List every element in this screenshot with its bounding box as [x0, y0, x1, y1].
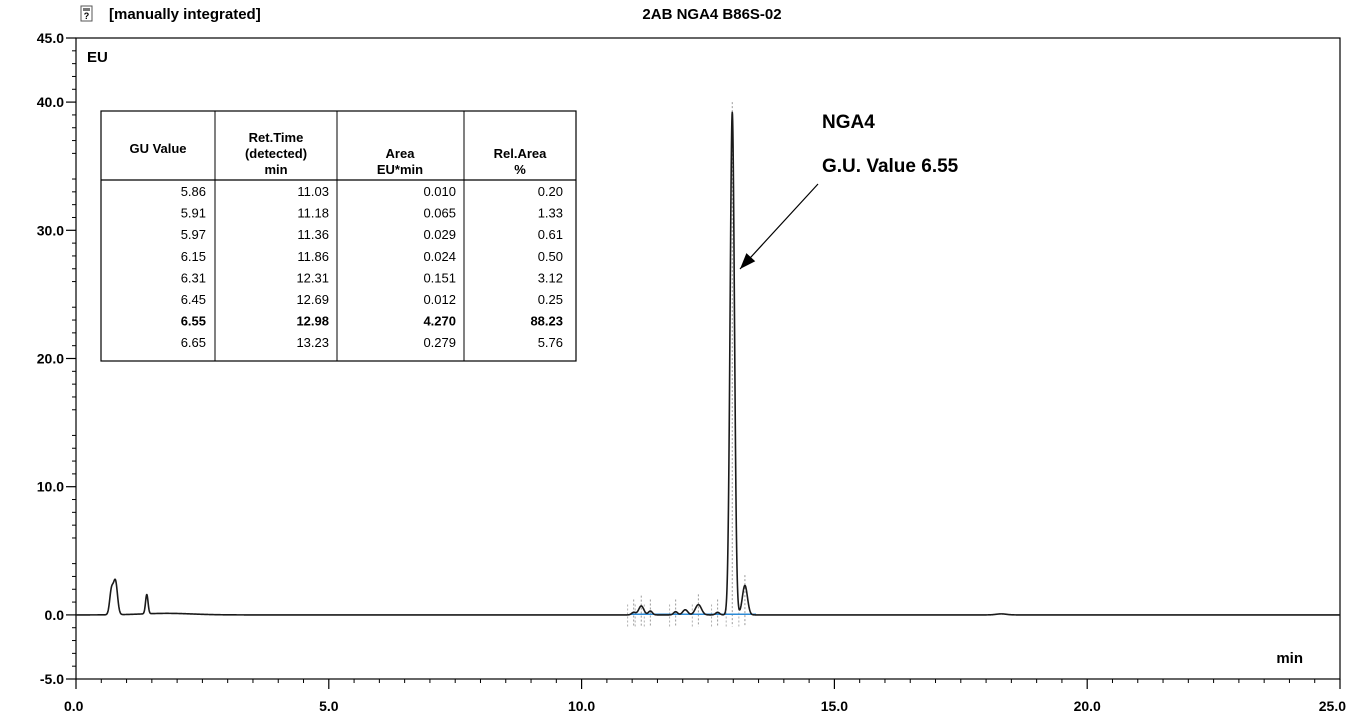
table-cell: 0.151	[423, 270, 456, 285]
table-cell: 5.97	[181, 227, 206, 242]
table-cell: 11.18	[297, 206, 329, 221]
table-cell: 0.010	[423, 184, 456, 199]
y-tick-label: 10.0	[37, 479, 64, 495]
table-cell: 0.61	[538, 227, 563, 242]
table-cell: 0.065	[423, 206, 456, 221]
x-tick-label: 20.0	[1074, 698, 1101, 714]
table-cell: 0.50	[538, 249, 563, 264]
table-cell: 13.23	[296, 335, 329, 350]
table-cell: 3.12	[538, 270, 563, 285]
table-header-area-line2: EU*min	[377, 162, 423, 177]
table-cell: 0.279	[423, 335, 456, 350]
annotation-arrow	[739, 183, 819, 270]
y-tick-label: 20.0	[37, 351, 64, 367]
table-cell: 12.69	[296, 292, 329, 307]
table-cell: 11.86	[297, 249, 329, 264]
table-header-area-line1: Area	[386, 146, 416, 161]
x-tick-label: 0.0	[64, 698, 84, 714]
table-cell: 0.012	[423, 292, 456, 307]
table-header-rel-area-line2: %	[514, 162, 526, 177]
table-cell: 12.31	[296, 270, 329, 285]
table-cell: 5.91	[181, 206, 206, 221]
table-header-ret-time-line2: (detected)	[245, 146, 307, 161]
peak-annotation-name: NGA4	[822, 112, 875, 133]
y-tick-label: 30.0	[37, 222, 64, 238]
table-cell: 5.76	[538, 335, 563, 350]
x-tick-label: 5.0	[319, 698, 339, 714]
annotation-arrow-head	[740, 253, 756, 269]
table-cell: 5.86	[181, 184, 206, 199]
chromatogram-trace	[75, 111, 1341, 616]
peak-annotation-gu-value: G.U. Value 6.55	[822, 156, 959, 177]
table-cell: 88.23	[530, 314, 563, 329]
y-tick-label: 45.0	[37, 30, 64, 46]
x-tick-label: 10.0	[568, 698, 595, 714]
table-cell: 6.31	[181, 270, 206, 285]
chart-title: 2AB NGA4 B86S-02	[642, 6, 781, 23]
table-header-ret-time-line3: min	[264, 162, 287, 177]
table-cell: 12.98	[296, 314, 329, 329]
table-cell: 6.15	[181, 249, 206, 264]
table-header-rel-area-line1: Rel.Area	[494, 146, 548, 161]
table-cell: 0.024	[423, 249, 456, 264]
table-header-ret-time-line1: Ret.Time	[249, 130, 304, 145]
x-axis-unit: min	[1276, 650, 1303, 667]
peak-table: GU Value Ret.Time (detected) min Area EU…	[100, 110, 577, 362]
table-cell: 0.029	[423, 227, 456, 242]
table-cell: 4.270	[423, 314, 456, 329]
table-cell: 6.45	[181, 292, 206, 307]
table-cell: 0.20	[538, 184, 563, 199]
table-header-gu-value: GU Value	[129, 141, 186, 156]
table-cell: 1.33	[538, 206, 563, 221]
table-cell: 0.25	[538, 292, 563, 307]
report-icon[interactable]: ?	[80, 5, 93, 22]
y-axis-unit: EU	[87, 49, 108, 66]
table-cell: 6.65	[181, 335, 206, 350]
table-cell: 11.36	[297, 227, 329, 242]
x-tick-label: 25.0	[1319, 698, 1346, 714]
table-cell: 6.55	[181, 314, 206, 329]
table-cell: 11.03	[297, 184, 329, 199]
integration-status: [manually integrated]	[109, 6, 261, 23]
y-tick-label: -5.0	[40, 671, 64, 687]
y-tick-label: 40.0	[37, 94, 64, 110]
x-tick-label: 15.0	[821, 698, 848, 714]
y-tick-label: 0.0	[45, 607, 65, 623]
svg-text:?: ?	[84, 11, 90, 21]
